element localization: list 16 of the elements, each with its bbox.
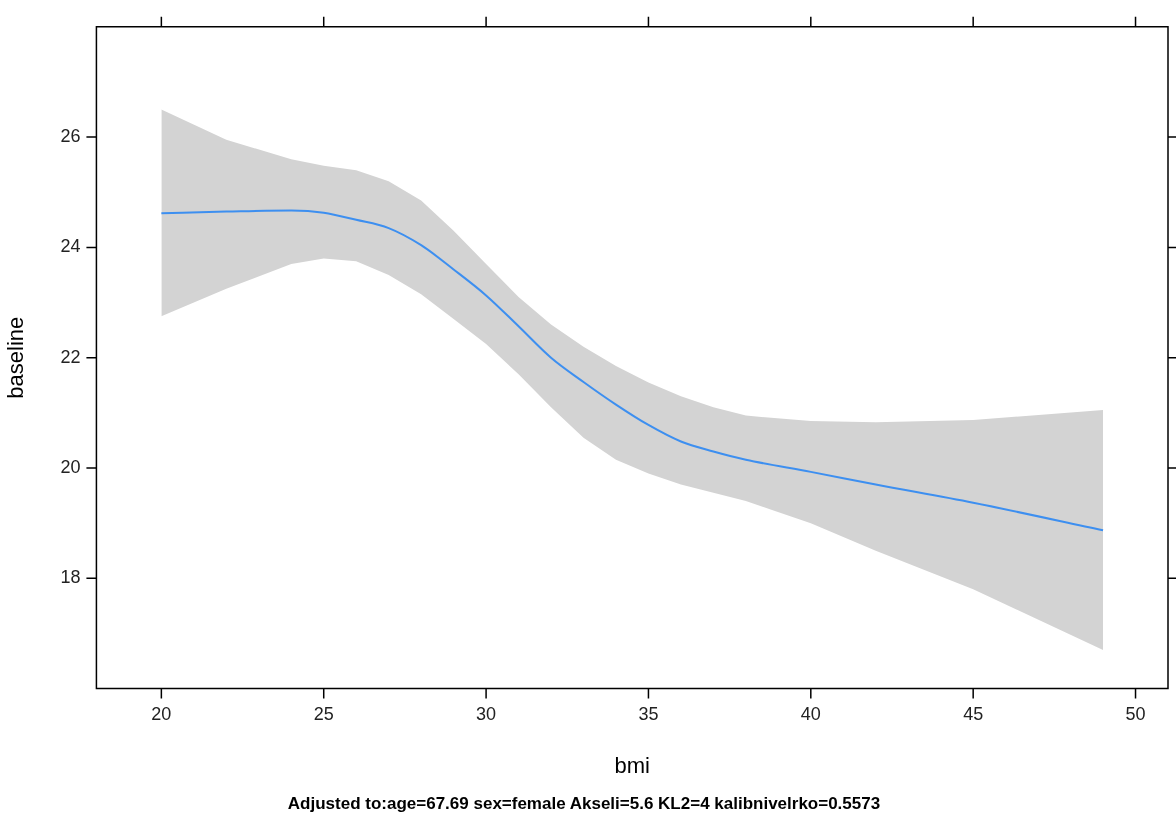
x-tick-label: 20	[151, 704, 172, 725]
line-series	[160, 209, 1105, 532]
text: Adjusted to:age=67.69 sex=female Akseli=5.6 KL2=4 kalibnivelrko=0.5573	[287, 794, 881, 814]
y-axis-title: baseline	[3, 316, 29, 399]
x-tick-label: 40	[800, 704, 821, 725]
x-axis-title: bmi	[614, 753, 650, 779]
x-tick-label: 35	[638, 704, 659, 725]
y-tick-label: 18	[60, 567, 81, 588]
x-tick-label: 30	[476, 704, 497, 725]
y-tick-label: 24	[60, 236, 81, 257]
x-tick-label: 25	[313, 704, 334, 725]
y-tick-label: 26	[60, 126, 81, 147]
x-tick-label: 50	[1125, 704, 1146, 725]
x-tick-label: 45	[963, 704, 984, 725]
y-tick-label: 22	[60, 346, 81, 367]
y-tick-label: 20	[60, 456, 81, 477]
